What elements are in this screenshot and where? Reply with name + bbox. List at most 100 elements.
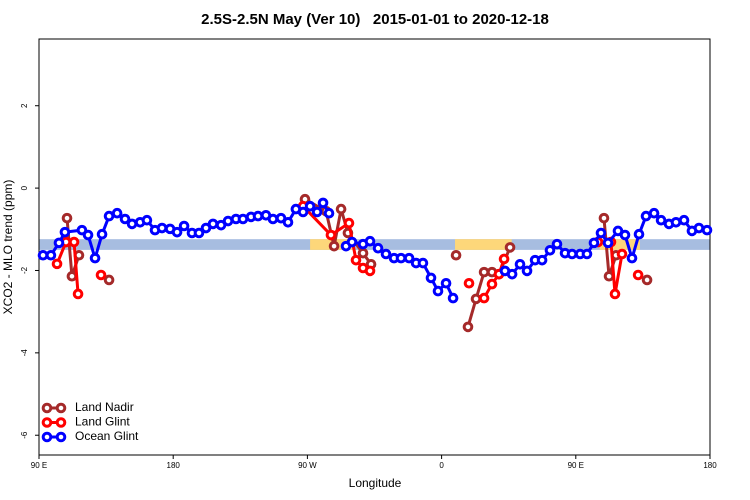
point <box>267 213 279 225</box>
point <box>346 236 358 248</box>
point <box>45 249 57 261</box>
point <box>53 237 65 249</box>
point <box>207 218 219 230</box>
point <box>282 216 294 228</box>
point <box>603 270 615 282</box>
point <box>111 207 123 219</box>
point <box>372 242 384 254</box>
point <box>68 236 80 248</box>
point <box>119 213 131 225</box>
point <box>350 254 362 266</box>
point <box>325 229 337 241</box>
point <box>609 288 621 300</box>
legend-marker <box>55 431 67 443</box>
point <box>462 321 474 333</box>
legend-marker <box>41 402 53 414</box>
point <box>602 237 614 249</box>
legend-label: Land Glint <box>75 415 130 429</box>
legend-marker <box>55 402 67 414</box>
point <box>566 248 578 260</box>
chart-title: 2.5S-2.5N May (Ver 10) 2015-01-01 to 202… <box>201 11 549 28</box>
point <box>95 269 107 281</box>
point <box>103 210 115 222</box>
point <box>670 216 682 228</box>
x-tick-label: 90 E <box>568 461 584 470</box>
point <box>171 226 183 238</box>
point <box>536 254 548 266</box>
point <box>588 237 600 249</box>
point <box>619 229 631 241</box>
point <box>633 228 645 240</box>
point <box>297 206 309 218</box>
point <box>96 228 108 240</box>
point <box>323 207 335 219</box>
plot-frame <box>38 38 711 456</box>
legend-marker <box>41 417 53 428</box>
point <box>521 265 533 277</box>
legend-marker <box>41 431 53 443</box>
point <box>478 292 490 304</box>
point <box>380 248 392 260</box>
point <box>311 206 323 218</box>
point <box>641 274 653 286</box>
point <box>82 229 94 241</box>
point <box>514 258 526 270</box>
point <box>648 207 660 219</box>
point <box>364 265 376 277</box>
y-axis-label: XCO2 - MLO trend (ppm) <box>1 180 15 315</box>
point <box>343 217 355 229</box>
point <box>66 270 78 282</box>
point <box>89 252 101 264</box>
point <box>156 222 168 234</box>
point <box>364 235 376 247</box>
point <box>701 224 713 236</box>
point <box>598 212 610 224</box>
point <box>51 258 63 270</box>
point <box>403 252 415 264</box>
point <box>447 292 459 304</box>
point <box>59 226 71 238</box>
point <box>595 227 607 239</box>
y-tick-label: -2 <box>20 266 29 274</box>
point <box>141 214 153 226</box>
point <box>640 210 652 222</box>
point <box>678 214 690 226</box>
point <box>432 285 444 297</box>
point <box>626 252 638 264</box>
point <box>450 249 462 261</box>
point <box>498 253 510 265</box>
point <box>440 277 452 289</box>
x-axis-label: Longitude <box>349 476 402 490</box>
point <box>126 218 138 230</box>
point <box>73 249 85 261</box>
point <box>61 212 73 224</box>
point <box>395 252 407 264</box>
point <box>463 277 475 289</box>
point <box>425 272 437 284</box>
point <box>357 247 369 259</box>
point <box>237 213 249 225</box>
point <box>581 248 593 260</box>
y-tick-label: -6 <box>20 431 29 439</box>
point <box>328 240 340 252</box>
point <box>655 214 667 226</box>
point <box>72 288 84 300</box>
x-tick-label: 90 W <box>298 461 317 470</box>
point <box>317 197 329 209</box>
y-tick-label: 2 <box>20 103 29 108</box>
band-highlight <box>455 239 512 250</box>
x-tick-label: 0 <box>439 461 444 470</box>
point <box>252 210 264 222</box>
point <box>178 220 190 232</box>
y-tick-label: 0 <box>20 185 29 190</box>
point <box>506 268 518 280</box>
point <box>632 269 644 281</box>
point <box>551 238 563 250</box>
point <box>335 203 347 215</box>
x-tick-label: 180 <box>167 461 181 470</box>
point <box>693 222 705 234</box>
point <box>504 242 516 253</box>
point <box>486 278 498 290</box>
y-tick-label: -4 <box>20 349 29 357</box>
